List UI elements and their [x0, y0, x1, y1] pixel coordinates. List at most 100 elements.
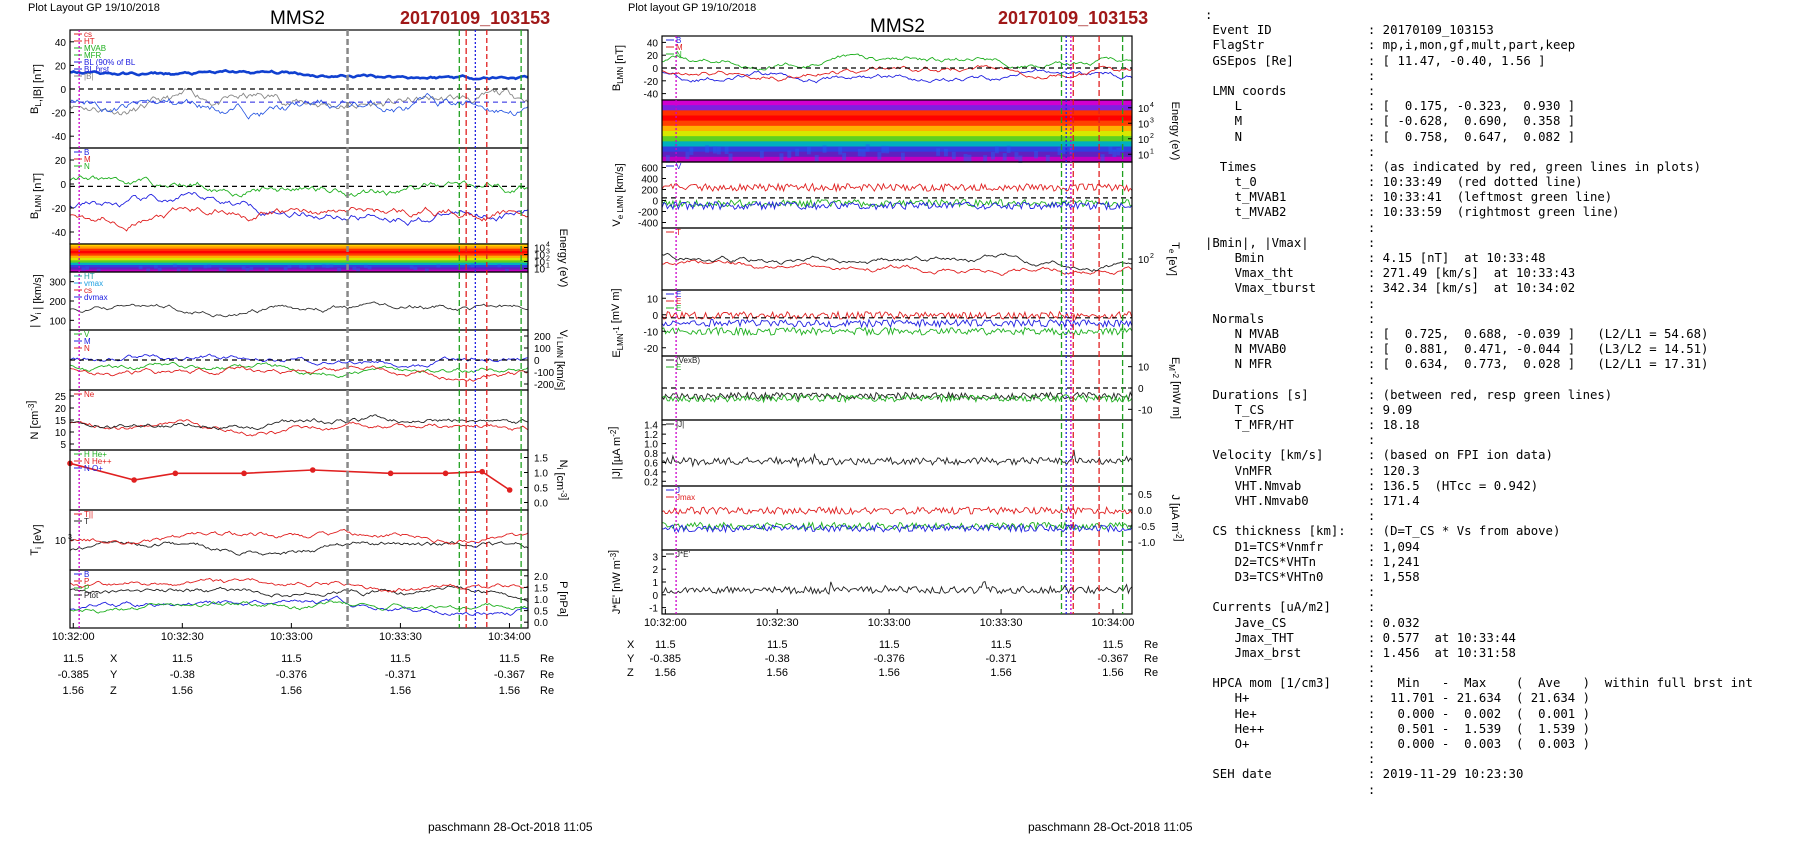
spectrogram-patch — [409, 265, 414, 269]
spectrogram-band — [70, 255, 528, 259]
series-line — [661, 325, 1133, 337]
series-line — [661, 523, 1133, 534]
y-axis-label-part: LMN — [616, 333, 625, 350]
legend-entry: E — [676, 363, 681, 372]
hpca-density-point — [387, 470, 394, 477]
y-tick-label: 200 — [534, 332, 551, 343]
y-tick-label: 100 — [534, 344, 551, 355]
y-axis-label-part: i — [34, 312, 43, 314]
spectrogram-patch — [838, 147, 843, 155]
spectrogram-patch — [861, 149, 866, 157]
series-line — [69, 577, 529, 593]
legend-entry: T — [84, 517, 89, 526]
legend-entry: N — [84, 344, 90, 353]
spectrogram-band — [662, 141, 1132, 147]
spectrogram-patch — [207, 264, 212, 268]
y-tick-label: 0.5 — [1138, 490, 1152, 501]
y-tick-label: 400 — [641, 175, 658, 186]
series-line — [661, 394, 1133, 404]
spectrogram-patch — [1018, 155, 1023, 163]
y-axis-label-part: [nT] — [32, 173, 44, 195]
series-line — [69, 69, 529, 81]
coord-value: 11.5 — [63, 653, 84, 665]
spectrogram-patch — [1061, 146, 1066, 155]
legend-entry: N — [676, 50, 682, 59]
y-axis-label-part: Energy (eV) — [1169, 102, 1181, 161]
y-tick-label: 0 — [652, 197, 658, 208]
spectrogram-band — [70, 244, 528, 247]
y-tick-label: 10 — [1138, 255, 1150, 266]
legend-entry: Ne — [84, 390, 95, 399]
spectrogram-patch — [249, 266, 254, 271]
y-tick-exponent: 3 — [546, 249, 550, 256]
hpca-density-point — [172, 470, 179, 477]
info-line: D1=TCS*Vnmfr : 1,094 — [1205, 539, 1420, 554]
y-tick-exponent: 2 — [546, 256, 550, 263]
spectrogram-patch — [302, 265, 307, 269]
series-line — [69, 87, 529, 116]
y-axis-label-part: ,|B| [nT] — [32, 64, 44, 102]
spectrogram-patch — [877, 152, 882, 160]
spectrogram-patch — [157, 267, 162, 272]
info-line: Velocity [km/s] : (based on FPI ion data… — [1205, 448, 1553, 463]
coord-unit: Re — [1144, 639, 1158, 651]
y-tick-label: 200 — [641, 186, 658, 197]
info-line: Jmax_brst : 1.456 at 10:31:58 — [1205, 645, 1516, 660]
legend-entry: E — [676, 290, 681, 299]
y-tick-label: 2.0 — [534, 572, 548, 583]
y-tick-label: 0 — [652, 591, 658, 602]
y-axis-label-part: N [cm — [29, 411, 41, 440]
y-tick-exponent: 3 — [1150, 117, 1154, 124]
coord-value: 11.5 — [879, 639, 900, 651]
y-axis-label-part: ] — [1170, 416, 1182, 419]
spectrogram-patch — [337, 267, 341, 272]
y-axis-label: EM-2 [mW m] — [1167, 357, 1182, 419]
legend-entry: J*E' — [676, 550, 690, 559]
spectrogram-patch — [1108, 146, 1113, 154]
y-tick-label: 10 — [1138, 150, 1150, 161]
spectrogram-band — [662, 120, 1132, 127]
info-line: : — [1205, 296, 1376, 311]
y-tick-label: 20 — [55, 156, 67, 167]
spectrogram-patch — [138, 265, 143, 270]
info-line: CS thickness [km]: : (D=T_CS * Vs from a… — [1205, 524, 1561, 539]
legend-entry: MFR — [84, 51, 102, 60]
y-tick-label: 0 — [652, 311, 658, 322]
legend-entry: Ptot — [84, 591, 99, 600]
y-tick-label: 20 — [647, 51, 659, 62]
series-line — [661, 505, 1133, 516]
coord-value: -0.38 — [765, 653, 790, 665]
coord-value: 11.5 — [1103, 639, 1124, 651]
time-tick-label: 10:33:00 — [270, 631, 313, 643]
coord-value: -0.385 — [650, 653, 681, 665]
y-axis-label-part: B — [29, 107, 41, 114]
spectrogram-patch — [85, 266, 90, 270]
legend-entry: B — [676, 36, 681, 45]
spectrogram-band — [70, 267, 528, 271]
y-axis-label-part: T — [1169, 242, 1181, 249]
y-tick-label: 40 — [55, 38, 67, 49]
series-line — [661, 391, 1133, 401]
spectrogram-patch — [822, 145, 827, 153]
y-axis-label-part: LMN — [34, 195, 43, 212]
hpca-density-point — [442, 470, 449, 477]
y-axis-label: | Vi | [km/s] — [29, 274, 44, 327]
y-tick-label: 3 — [652, 552, 658, 563]
coord-value: -0.371 — [385, 669, 416, 681]
info-line: : — [1205, 433, 1376, 448]
y-tick-label: 0.8 — [644, 449, 658, 460]
coord-axis-label: X — [110, 653, 118, 665]
spectrogram-patch — [1057, 147, 1062, 155]
coord-value: -0.385 — [58, 669, 89, 681]
time-tick-label: 10:32:30 — [161, 631, 204, 643]
y-axis-label-part: V — [557, 330, 569, 338]
coord-value: 1.56 — [878, 667, 899, 679]
y-axis-label-part: E — [611, 350, 623, 357]
info-line: N MVAB0 : [ 0.881, 0.471, -0.044 ] (L3/L… — [1205, 342, 1709, 357]
legend-entry: N He++ — [84, 457, 112, 466]
coord-unit: Re — [540, 685, 554, 697]
y-tick-exponent: 4 — [1150, 102, 1154, 109]
